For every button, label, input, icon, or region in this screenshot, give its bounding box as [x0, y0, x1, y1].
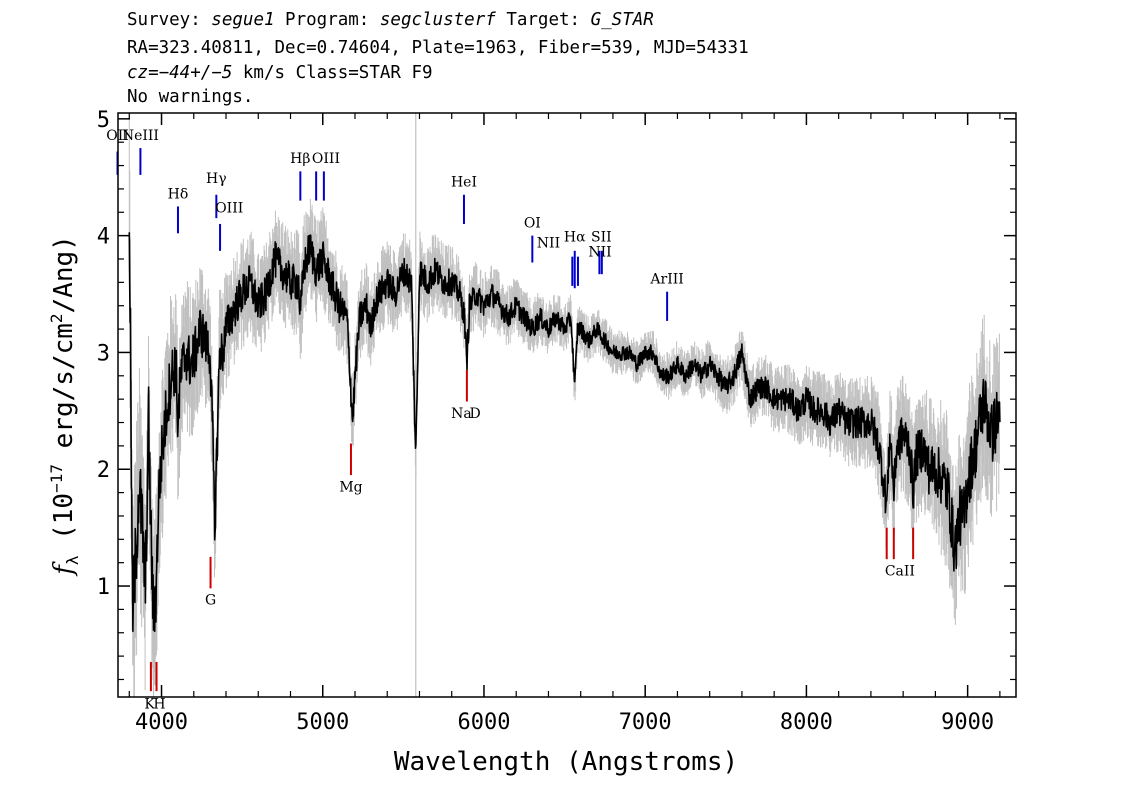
line-label: K	[144, 697, 155, 713]
y-label-part: λ	[63, 555, 82, 565]
line-label: Hδ	[168, 186, 189, 202]
line-label: ArIII	[649, 272, 683, 288]
line-label: G	[205, 593, 216, 609]
y-tick-label: 5	[97, 108, 110, 133]
line-label: OIII	[312, 151, 340, 167]
line-label: Na	[451, 406, 472, 422]
y-label-part: (10	[49, 493, 79, 556]
line-label: H	[153, 697, 165, 713]
header-segment: G_STAR	[591, 10, 654, 30]
y-tick-label: 1	[97, 575, 110, 600]
x-tick-label: 8000	[780, 710, 833, 735]
line-label: NII	[588, 245, 611, 261]
line-label: NeIII	[122, 128, 159, 144]
header-segment: Survey:	[127, 10, 211, 30]
header-segment: segclusterf	[380, 10, 496, 30]
line-label: SII	[591, 229, 612, 245]
axes-layer: 4000 5000 6000 7000 8000 9000 1 2 3 4 5	[97, 108, 1017, 735]
data-layer	[128, 113, 1001, 697]
x-tick-label: 9000	[941, 710, 994, 735]
y-tick-label: 3	[97, 341, 110, 366]
header-block: Survey: segue1 Program: segclusterf Targ…	[127, 10, 749, 107]
line-label: OI	[524, 215, 541, 231]
plot-frame	[117, 112, 1017, 698]
header-segment: km/s Class=STAR F9	[232, 63, 432, 83]
x-tick-label: 6000	[457, 710, 510, 735]
y-tick-label: 2	[97, 458, 110, 483]
header-line-4: No warnings.	[127, 87, 253, 107]
line-label: HeI	[451, 175, 477, 191]
y-tick-label: 4	[97, 225, 110, 250]
y-label-part: erg/s/cm	[49, 323, 79, 464]
x-tick-label: 4000	[135, 710, 188, 735]
noise-band-strokes	[128, 113, 1000, 697]
line-label: Hγ	[206, 171, 227, 187]
line-label: D	[469, 406, 480, 422]
line-label: OIII	[215, 200, 243, 216]
noise-band	[128, 113, 1000, 697]
header-line-2: RA=323.40811, Dec=0.74604, Plate=1963, F…	[127, 38, 749, 58]
header-segment: Target:	[496, 10, 591, 30]
y-label-part: /Ang)	[49, 235, 79, 313]
y-axis-label: fλ (10−17 erg/s/cm2/Ang)	[47, 235, 82, 577]
header-line-3: cz=−44+/−5 km/s Class=STAR F9	[127, 63, 433, 83]
header-segment: segue1	[211, 10, 274, 30]
y-label-part: 2	[47, 313, 66, 323]
line-label: NII	[537, 235, 560, 251]
y-label-part: −17	[47, 464, 66, 493]
header-segment: cz=−44+/−5	[127, 63, 232, 83]
header-line-1: Survey: segue1 Program: segclusterf Targ…	[127, 10, 654, 30]
x-tick-label: 5000	[296, 710, 349, 735]
flux-series-line	[128, 232, 1001, 633]
x-tick-label: 7000	[619, 710, 672, 735]
header-segment: Program:	[275, 10, 380, 30]
line-label: CaII	[885, 564, 915, 580]
line-label: Hα	[564, 229, 586, 245]
line-label: Mg	[339, 479, 362, 495]
x-axis-label: Wavelength (Angstroms)	[394, 747, 738, 777]
line-label: Hβ	[290, 151, 310, 167]
